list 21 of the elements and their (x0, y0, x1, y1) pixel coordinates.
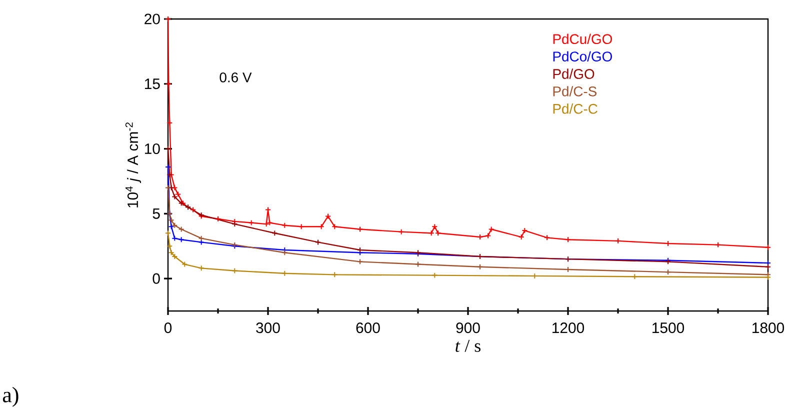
text: PdCu/GO (553, 34, 612, 44)
x-tick-label: 600 (356, 322, 380, 334)
y-tick-label: 10 (145, 143, 160, 154)
x-tick-label: 0 (164, 322, 172, 334)
annotation: 0.6 V (220, 72, 252, 82)
x-tick-label: 1200 (552, 322, 584, 334)
text: Pd/GO (553, 68, 594, 79)
x-tick-label: 1500 (652, 322, 684, 334)
x-tick-label: 1800 (752, 322, 784, 334)
y-tick-label: 20 (144, 14, 160, 24)
x-axis-title: t / s (456, 340, 480, 352)
text: PdCo/GO (553, 51, 612, 62)
text: Pd/C-S (553, 86, 597, 96)
y-tick-label: 5 (152, 208, 160, 219)
x-tick-label: 300 (256, 322, 280, 334)
text: Pd/C-C (553, 104, 598, 114)
x-tick-label: 900 (456, 322, 480, 334)
text: a) (2, 386, 18, 407)
y-tick-label: 0 (152, 273, 160, 284)
y-tick-label: 15 (145, 78, 160, 90)
y-axis-title: 10$^{4}$ j / A cm$^{-2}$ (125, 122, 142, 208)
